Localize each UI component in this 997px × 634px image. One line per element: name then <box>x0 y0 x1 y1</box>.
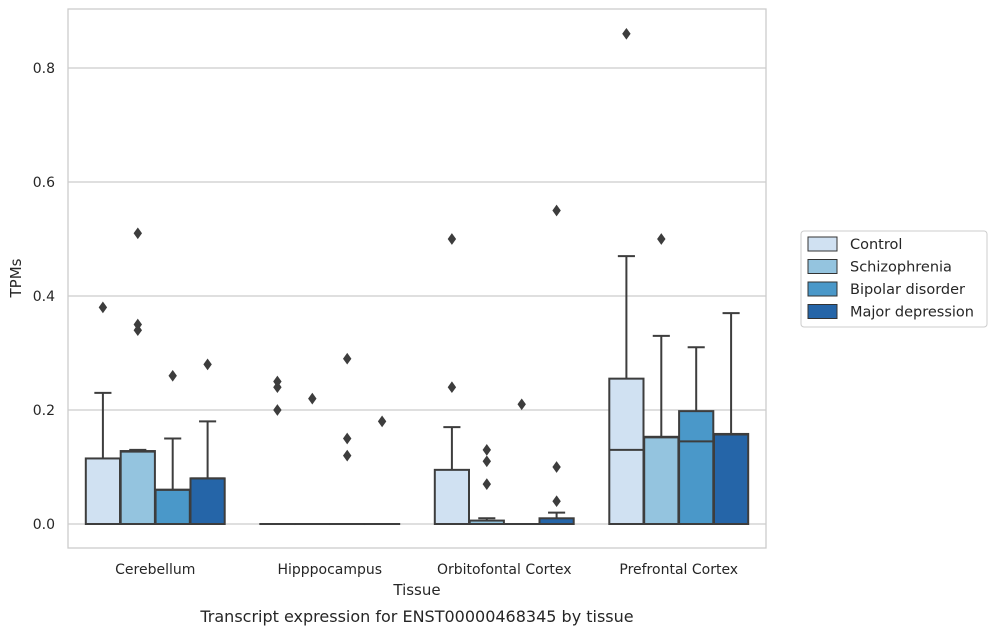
box-3-0 <box>608 27 645 525</box>
plot-area-frame <box>67 8 767 549</box>
boxes <box>84 27 750 526</box>
y-tick-label: 0.8 <box>33 61 55 77</box>
legend-label: Control <box>850 237 902 253</box>
box-0-2 <box>154 369 191 525</box>
outlier-point <box>273 404 282 416</box>
x-tick-label: Orbitofontal Cortex <box>437 562 572 578</box>
legend-frame <box>800 230 988 328</box>
box-body <box>84 457 122 526</box>
box-0-3 <box>189 358 226 525</box>
box-3-3 <box>712 312 750 525</box>
box-1-0 <box>259 375 296 526</box>
outlier-point <box>482 478 492 490</box>
x-tick-label: Prefrontal Cortex <box>619 562 738 578</box>
legend-swatch <box>807 259 838 274</box>
box-2-3 <box>538 204 575 525</box>
outlier-point <box>482 444 492 456</box>
outlier-point <box>203 358 212 371</box>
box-0-0 <box>84 301 122 526</box>
box-body <box>712 432 750 525</box>
x-tick-label: Cerebellum <box>115 562 195 578</box>
legend-swatch <box>807 304 838 319</box>
x-tick-label: Hipppocampus <box>277 562 382 578</box>
y-axis-label: TPMs <box>7 258 25 298</box>
y-tick-label: 0.0 <box>33 517 55 533</box>
outlier-point <box>657 233 666 245</box>
outlier-point <box>133 227 143 240</box>
outlier-point <box>308 392 317 405</box>
outlier-point <box>482 455 492 468</box>
outlier-point <box>447 233 457 245</box>
outlier-point <box>447 381 457 394</box>
outlier-point <box>273 375 282 388</box>
outlier-point <box>622 27 631 40</box>
box-body <box>154 488 191 525</box>
y-tick-label: 0.4 <box>33 289 55 305</box>
outlier-point <box>517 398 526 411</box>
box-1-2 <box>329 352 366 526</box>
box-2-0 <box>433 233 471 526</box>
legend-swatch <box>807 281 838 297</box>
x-axis: Cerebellum Hipppocampus Orbitofontal Corte… <box>115 562 738 578</box>
legend-swatch <box>807 236 838 252</box>
y-tick-label: 0.6 <box>33 175 55 191</box>
y-tick-label: 0.2 <box>33 403 55 419</box>
chart-caption: Transcript expression for ENST0000046834… <box>199 607 633 626</box>
box-1-3 <box>363 415 401 526</box>
outlier-point <box>168 369 177 382</box>
outlier-point <box>133 318 143 331</box>
legend-label: Schizophrenia <box>850 260 952 276</box>
legend-label: Bipolar disorder <box>850 282 965 298</box>
box-3-2 <box>678 346 715 526</box>
box-body <box>678 410 715 526</box>
legend: Control Schizophrenia Bipolar disorder Majo… <box>800 230 988 328</box>
box-1-1 <box>294 392 331 526</box>
outlier-point <box>98 301 108 314</box>
outlier-point <box>552 204 561 217</box>
box-2-2 <box>503 398 540 526</box>
box-3-1 <box>643 233 680 526</box>
outlier-point <box>342 449 352 462</box>
outlier-point <box>342 352 352 365</box>
box-body <box>608 377 645 525</box>
outlier-point <box>552 461 561 473</box>
box-body <box>119 450 156 526</box>
box-body <box>643 435 680 526</box>
box-body <box>189 477 226 525</box>
box-body <box>433 468 471 526</box>
y-axis: 0.0 0.2 0.4 0.6 0.8 <box>33 61 55 533</box>
x-axis-label: Tissue <box>392 581 440 599</box>
outlier-point <box>377 415 387 428</box>
box-0-1 <box>119 227 156 526</box>
legend-label: Major depression <box>850 305 974 321</box>
outlier-point <box>342 432 352 445</box>
box-2-1 <box>468 444 505 526</box>
outlier-point <box>552 495 561 508</box>
